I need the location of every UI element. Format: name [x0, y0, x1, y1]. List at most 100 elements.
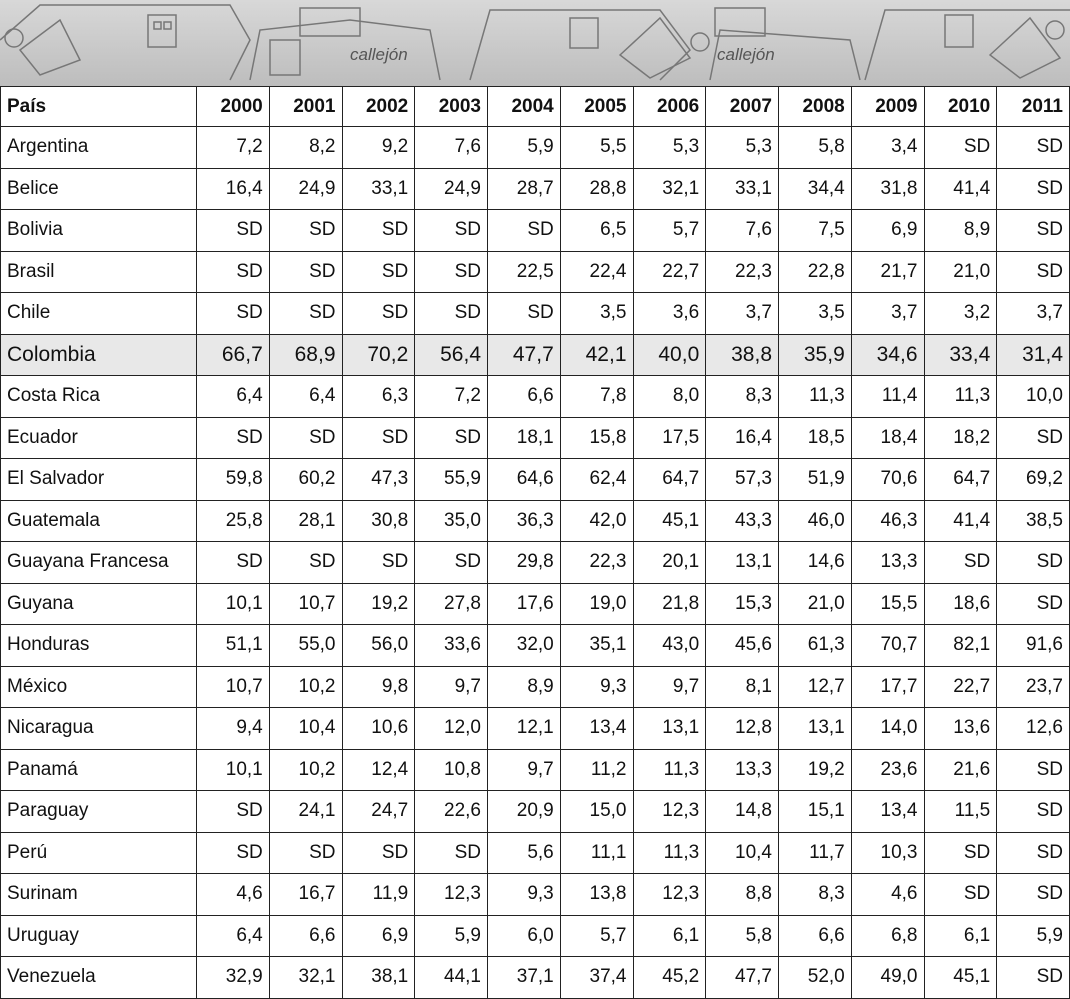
value-cell: 12,0	[414, 707, 488, 750]
value-cell: 51,1	[196, 624, 270, 667]
value-cell: 6,3	[341, 375, 416, 418]
value-cell: 11,3	[778, 375, 852, 418]
value-cell: SD	[268, 250, 343, 293]
value-cell: 5,8	[705, 914, 779, 957]
value-cell: 13,3	[850, 541, 925, 584]
value-cell: SD	[996, 956, 1070, 999]
value-cell: 18,2	[923, 416, 998, 459]
value-cell: SD	[996, 416, 1070, 459]
value-cell: 46,3	[850, 499, 925, 542]
table-row: Ecuador SD SD SD SD 18,1 15,8 17,5 16,4 18,5 18,4 1…	[0, 416, 1070, 459]
value-cell: 43,3	[705, 499, 779, 542]
value-cell: 10,1	[196, 582, 270, 625]
value-cell: SD	[268, 541, 343, 584]
value-cell: 3,5	[778, 292, 852, 335]
banner: callejón callejón	[0, 0, 1070, 86]
value-cell: 24,1	[268, 790, 343, 833]
value-cell: 49,0	[850, 956, 925, 999]
value-cell: SD	[996, 748, 1070, 791]
value-cell: SD	[414, 292, 488, 335]
value-cell: SD	[414, 831, 488, 874]
value-cell: 22,3	[705, 250, 779, 293]
value-cell: 45,1	[632, 499, 707, 542]
header-cell: 2008	[778, 86, 852, 127]
value-cell: 38,5	[996, 499, 1070, 542]
value-cell: 8,9	[487, 665, 561, 708]
value-cell: 35,1	[559, 624, 634, 667]
header-row: País 2000 2001 2002 2003 2004 2005 2006 2007 2008…	[0, 86, 1070, 127]
value-cell: 13,8	[559, 873, 634, 916]
value-cell: 20,9	[487, 790, 561, 833]
value-cell: 10,0	[996, 375, 1070, 418]
value-cell: 28,8	[559, 167, 634, 210]
value-cell: SD	[268, 292, 343, 335]
table-row: Honduras 51,1 55,0 56,0 33,6 32,0 35,1 43,0 45,6…	[0, 624, 1070, 667]
value-cell: 3,7	[705, 292, 779, 335]
value-cell: 34,6	[850, 333, 925, 376]
value-cell: 10,3	[850, 831, 925, 874]
value-cell: 9,4	[196, 707, 270, 750]
value-cell: 14,8	[705, 790, 779, 833]
value-cell: 22,7	[923, 665, 998, 708]
value-cell: 22,6	[414, 790, 488, 833]
country-cell: Panamá	[0, 748, 197, 791]
value-cell: 16,4	[705, 416, 779, 459]
value-cell: 42,0	[559, 499, 634, 542]
value-cell: SD	[341, 416, 416, 459]
value-cell: 38,8	[705, 333, 779, 376]
value-cell: SD	[196, 209, 270, 252]
value-cell: 44,1	[414, 956, 488, 999]
value-cell: 5,5	[559, 126, 634, 169]
value-cell: 8,0	[632, 375, 707, 418]
value-cell: 3,7	[996, 292, 1070, 335]
value-cell: 7,2	[414, 375, 488, 418]
value-cell: 64,6	[487, 458, 561, 501]
value-cell: 34,4	[778, 167, 852, 210]
value-cell: 13,1	[632, 707, 707, 750]
value-cell: SD	[268, 831, 343, 874]
value-cell: 9,3	[487, 873, 561, 916]
value-cell: 9,3	[559, 665, 634, 708]
value-cell: 16,4	[196, 167, 270, 210]
value-cell: 13,4	[850, 790, 925, 833]
value-cell: SD	[196, 831, 270, 874]
value-cell: 14,6	[778, 541, 852, 584]
value-cell: 8,3	[778, 873, 852, 916]
value-cell: 5,9	[414, 914, 488, 957]
value-cell: 6,9	[341, 914, 416, 957]
value-cell: 28,7	[487, 167, 561, 210]
value-cell: 70,7	[850, 624, 925, 667]
table-row: Uruguay 6,4 6,6 6,9 5,9 6,0 5,7 6,1 5,8 6,6 6,8 6,1…	[0, 914, 1070, 957]
value-cell: 22,3	[559, 541, 634, 584]
value-cell: 15,3	[705, 582, 779, 625]
value-cell: 10,2	[268, 665, 343, 708]
value-cell: 12,4	[341, 748, 416, 791]
value-cell: 16,7	[268, 873, 343, 916]
country-cell: Bolivia	[0, 209, 197, 252]
value-cell: 7,6	[414, 126, 488, 169]
value-cell: 31,4	[996, 333, 1070, 376]
value-cell: SD	[996, 831, 1070, 874]
value-cell: 5,6	[487, 831, 561, 874]
value-cell: 56,0	[341, 624, 416, 667]
value-cell: 11,9	[341, 873, 416, 916]
value-cell: 8,2	[268, 126, 343, 169]
value-cell: 28,1	[268, 499, 343, 542]
table-row: Guatemala 25,8 28,1 30,8 35,0 36,3 42,0 45,1 43,…	[0, 499, 1070, 542]
value-cell: 22,4	[559, 250, 634, 293]
value-cell: 6,1	[632, 914, 707, 957]
value-cell: 5,7	[632, 209, 707, 252]
value-cell: 32,0	[487, 624, 561, 667]
value-cell: 30,8	[341, 499, 416, 542]
value-cell: 5,3	[632, 126, 707, 169]
country-cell: México	[0, 665, 197, 708]
header-cell: País	[0, 86, 197, 127]
value-cell: 20,1	[632, 541, 707, 584]
table-row: Paraguay SD 24,1 24,7 22,6 20,9 15,0 12,3 14,8 15…	[0, 790, 1070, 833]
value-cell: 51,9	[778, 458, 852, 501]
value-cell: 21,8	[632, 582, 707, 625]
value-cell: 66,7	[196, 333, 270, 376]
value-cell: 60,2	[268, 458, 343, 501]
banner-bg	[0, 0, 1070, 86]
value-cell: 6,0	[487, 914, 561, 957]
